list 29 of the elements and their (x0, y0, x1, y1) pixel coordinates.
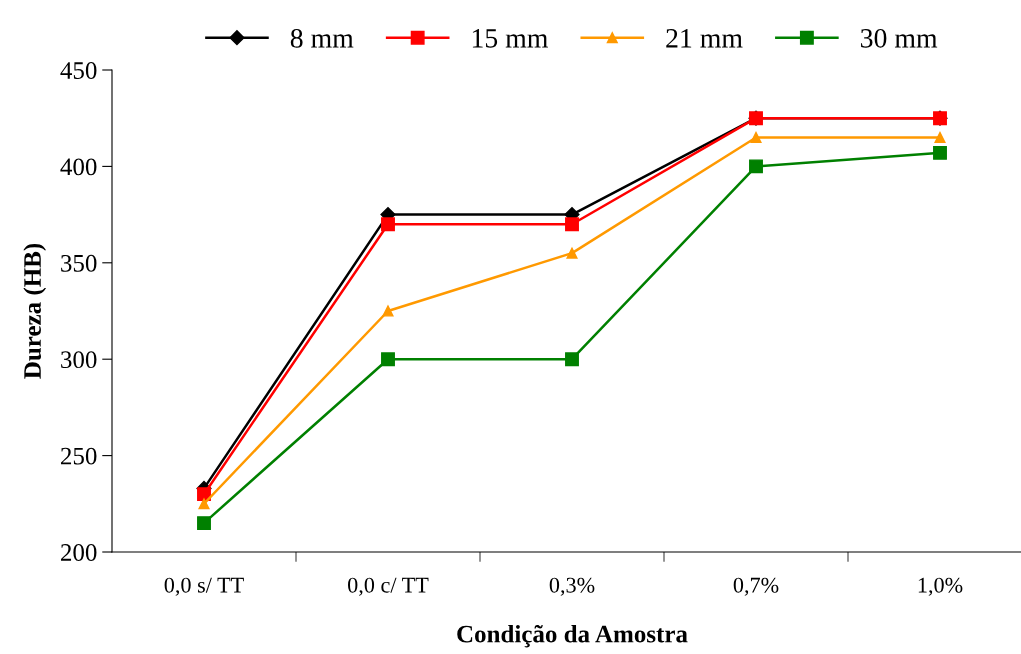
y-tick-label: 400 (60, 158, 97, 176)
point (381, 352, 395, 367)
y-tick-label: 450 (60, 62, 97, 79)
x-tick-label: 0,0 s/ TT (164, 577, 244, 596)
y-tick-label: 300 (61, 351, 97, 369)
x-tick-label: 1,0% (918, 577, 963, 596)
x-tick-label: 0,3% (549, 577, 595, 596)
point (934, 131, 946, 144)
legend-label: 15 mm (472, 29, 548, 48)
point (565, 352, 579, 367)
point (198, 498, 210, 510)
x-tick-label: 0,0 c/ TT (348, 577, 429, 596)
y-tick-label: 250 (61, 447, 97, 465)
point (197, 516, 211, 531)
x-axis-title: Condição da Amostra (457, 624, 688, 648)
y-axis-title: Dureza (HB) (23, 243, 47, 379)
y-tick-label: 350 (61, 254, 97, 272)
legend-label: 30 mm (860, 28, 938, 48)
point (750, 131, 762, 144)
point (382, 305, 394, 317)
point (381, 217, 395, 232)
legend-label: 8 mm (290, 28, 354, 48)
y-tick-label: 200 (61, 544, 97, 561)
point (565, 217, 579, 232)
point (749, 159, 763, 174)
legend-label: 21 mm (666, 29, 743, 48)
point (566, 247, 578, 259)
x-tick-label: 0,7% (733, 577, 779, 596)
point (933, 145, 947, 160)
